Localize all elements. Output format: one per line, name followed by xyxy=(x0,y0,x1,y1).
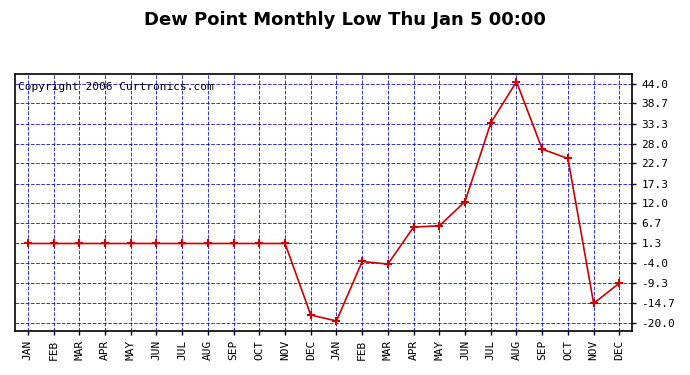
Text: Copyright 2006 Curtronics.com: Copyright 2006 Curtronics.com xyxy=(18,82,214,92)
Text: Dew Point Monthly Low Thu Jan 5 00:00: Dew Point Monthly Low Thu Jan 5 00:00 xyxy=(144,11,546,29)
